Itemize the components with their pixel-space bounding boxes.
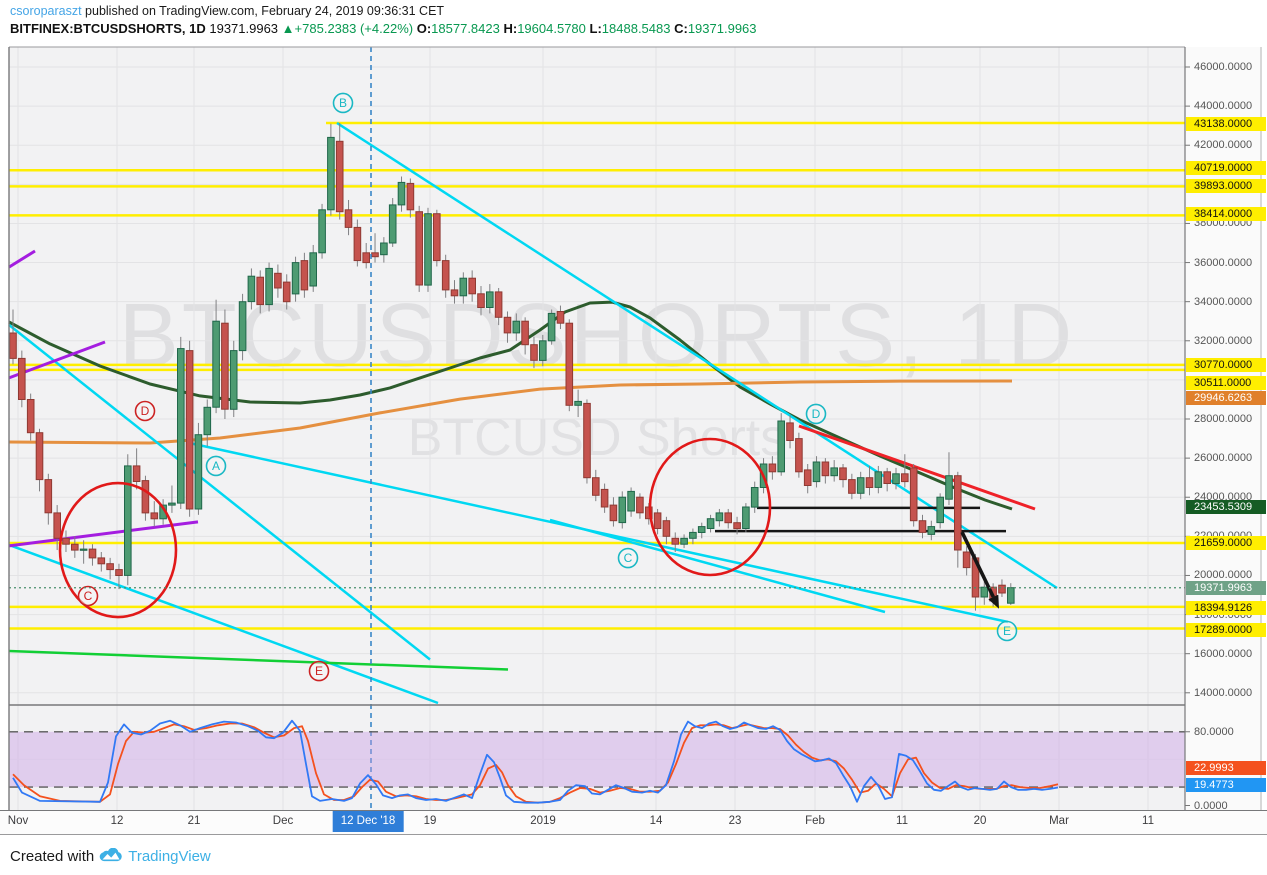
price-tick-label: 20000.0000: [1194, 569, 1253, 582]
up-arrow-icon: ▲: [281, 21, 295, 36]
tradingview-logo-icon: [99, 848, 122, 862]
price-tick-label: 28000.0000: [1194, 413, 1253, 425]
time-tick-label: 19: [423, 815, 437, 827]
high-value: 19604.5780: [517, 21, 586, 36]
low-label: L:: [589, 21, 602, 36]
price-level-label: 43138.0000: [1186, 117, 1266, 131]
publish-text: published on TradingView.com, February 2…: [81, 4, 445, 18]
price-tick-label: 42000.0000: [1194, 139, 1253, 152]
time-tick-label: 11: [896, 815, 908, 827]
time-tick-label: 23: [728, 815, 742, 827]
low-value: 18488.5483: [601, 21, 671, 36]
symbol-title[interactable]: BITFINEX:BTCUSDSHORTS, 1D: [10, 21, 206, 36]
price-level-label: 39893.0000: [1186, 179, 1266, 193]
svg-text:A: A: [212, 459, 220, 473]
chart-header: csoroparaszt published on TradingView.co…: [10, 4, 757, 36]
price-tick-label: 36000.0000: [1194, 256, 1253, 269]
svg-text:D: D: [812, 407, 821, 421]
price-tick-label: 46000.0000: [1194, 61, 1253, 73]
price-tick-label: 14000.0000: [1194, 686, 1253, 699]
price-level-label: 40719.0000: [1186, 161, 1266, 175]
price-level-label: 18394.9126: [1186, 601, 1266, 615]
price-level-label: 23453.5309: [1186, 500, 1266, 514]
open-label: O:: [416, 21, 432, 36]
indicator-tick-label: 0.0000: [1194, 799, 1228, 812]
indicator-value-label: 19.4773: [1186, 778, 1266, 792]
tradingview-link[interactable]: TradingView: [128, 848, 211, 865]
close-label: C:: [674, 21, 688, 36]
time-tick-label: 14: [649, 815, 663, 827]
publish-line: csoroparaszt published on TradingView.co…: [10, 4, 757, 18]
indicator-tick-label: 80.0000: [1194, 725, 1234, 738]
price-level-label: 21659.0000: [1186, 536, 1266, 550]
time-tick-label: 21: [187, 815, 201, 827]
price-change: +785.2383 (+4.22%): [294, 21, 414, 36]
close-value: 19371.9963: [687, 21, 757, 36]
price-level-label: 30511.0000: [1186, 376, 1266, 390]
price-tick-label: 44000.0000: [1194, 100, 1253, 113]
time-tick-label: 20: [973, 815, 987, 827]
svg-text:C: C: [84, 589, 93, 603]
price-level-label: 29946.6263: [1186, 391, 1266, 405]
last-price: 19371.9963: [209, 21, 279, 36]
created-with-text: Created with: [10, 848, 95, 865]
price-tick-label: 26000.0000: [1194, 452, 1253, 465]
price-level-label: 30770.0000: [1186, 358, 1266, 372]
svg-text:C: C: [624, 551, 633, 565]
svg-text:E: E: [1003, 624, 1011, 638]
svg-text:D: D: [141, 404, 150, 418]
price-level-label: 38414.0000: [1186, 207, 1266, 221]
high-label: H:: [503, 21, 518, 36]
price-tick-label: 34000.0000: [1194, 295, 1253, 308]
footer: Created with TradingView: [10, 848, 211, 865]
price-tick-label: 16000.0000: [1194, 647, 1253, 660]
time-tick-label: 12: [110, 815, 124, 827]
time-tick-label: 11: [1142, 815, 1154, 827]
svg-text:E: E: [315, 664, 323, 678]
time-tick-label: Nov: [7, 815, 29, 827]
indicator-value-label: 22.9993: [1186, 761, 1266, 775]
time-tick-label: Feb: [805, 815, 825, 827]
price-axis[interactable]: 46000.0000 44000.0000 42000.0000 38000.0000…: [1185, 0, 1267, 875]
symbol-line: BITFINEX:BTCUSDSHORTS, 1D 19371.9963 ▲+7…: [10, 21, 757, 36]
time-tick-label: Dec: [272, 815, 294, 827]
time-tick-label: Mar: [1049, 815, 1069, 827]
price-axis-background: [1185, 47, 1262, 833]
time-tick-label: 2019: [530, 815, 556, 827]
username-link[interactable]: csoroparaszt: [10, 4, 82, 18]
svg-text:B: B: [339, 96, 347, 110]
price-level-label: 19371.9963: [1186, 581, 1266, 595]
price-level-label: 17289.0000: [1186, 623, 1266, 637]
date-highlight-label: 12 Dec '18: [332, 811, 404, 832]
open-value: 18577.8423: [431, 21, 500, 36]
price-tick-label: 32000.0000: [1194, 334, 1253, 347]
time-axis[interactable]: 12 Dec '18 Nov 12 21 Dec 19 2019 14 23 Feb 11 20 Ma…: [0, 810, 1267, 835]
